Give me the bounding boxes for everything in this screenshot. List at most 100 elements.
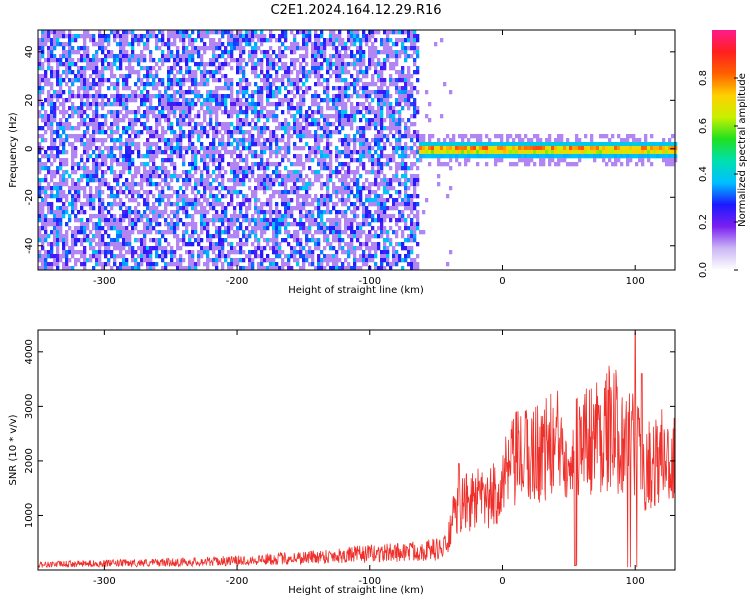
spectrogram-cell xyxy=(326,38,330,43)
spectrogram-cell xyxy=(344,70,348,75)
spectrogram-cell xyxy=(401,146,405,151)
spectrogram-cell xyxy=(347,222,351,227)
spectrogram-cell xyxy=(143,170,147,175)
spectrogram-cell xyxy=(50,266,54,271)
spectrogram-cell xyxy=(329,74,333,79)
spectrogram-cell xyxy=(404,98,408,103)
spectrogram-cell xyxy=(116,218,120,223)
spectrogram-cell xyxy=(203,102,207,107)
spectrogram-cell xyxy=(341,58,345,63)
spectrogram-cell xyxy=(311,258,315,263)
spectrogram-cell xyxy=(107,194,111,199)
spectrogram-cell xyxy=(251,214,255,219)
spectrogram-cell xyxy=(194,206,198,211)
spectrogram-cell xyxy=(410,54,414,59)
spectrogram-cell xyxy=(125,266,129,271)
spectrogram-cell xyxy=(395,170,399,175)
spectrogram-cell xyxy=(71,62,75,67)
spectrogram-cell xyxy=(299,238,303,243)
spectrogram-cell xyxy=(125,146,129,151)
spectrogram-cell xyxy=(131,158,135,163)
spectrogram-cell xyxy=(167,50,171,55)
spectrogram-cell xyxy=(338,110,342,115)
spectrogram-cell xyxy=(152,174,156,179)
spectrogram-cell xyxy=(92,214,96,219)
spectrogram-cell xyxy=(413,134,417,139)
spectrogram-cell xyxy=(116,178,120,183)
spectrogram-cell xyxy=(302,246,306,251)
spectrogram-cell xyxy=(230,262,234,267)
spectrogram-cell xyxy=(284,30,288,35)
spectrogram-cell xyxy=(392,66,396,71)
spectrogram-cell xyxy=(398,54,402,59)
spectrogram-cell xyxy=(38,110,42,115)
spectrogram-cell xyxy=(242,66,246,71)
spectrogram-cell xyxy=(98,222,102,227)
spectrogram-cell xyxy=(329,194,333,199)
spectrogram-cell xyxy=(206,230,210,235)
spectrogram-cell xyxy=(212,90,216,95)
spectrogram-cell xyxy=(296,238,300,243)
spectrogram-cell xyxy=(167,146,171,151)
spectrogram-cell xyxy=(236,178,240,183)
spectrogram-cell xyxy=(50,46,54,51)
spectrogram-cell xyxy=(173,66,177,71)
spectrogram-cell xyxy=(131,38,135,43)
spectrogram-cell xyxy=(104,78,108,83)
spectrogram-cell xyxy=(125,250,129,255)
spectrogram-cell xyxy=(302,266,306,271)
spectrogram-cell xyxy=(260,258,264,263)
spectrogram-cell xyxy=(128,94,132,99)
spectrogram-cell xyxy=(221,186,225,191)
spectrogram-cell xyxy=(215,210,219,215)
spectrogram-cell xyxy=(62,70,66,75)
spectrogram-cell xyxy=(395,126,399,131)
spectrogram-cell xyxy=(416,218,420,223)
spectrogram-cell xyxy=(104,58,108,63)
spectrogram-cell xyxy=(227,110,231,115)
spectrogram-cell xyxy=(134,34,138,39)
spectrogram-cell xyxy=(146,146,150,151)
spectrogram-cell xyxy=(56,78,60,83)
spectrogram-cell xyxy=(317,174,321,179)
spectrogram-cell xyxy=(239,170,243,175)
spectrogram-cell xyxy=(68,142,72,147)
spectrogram-cell xyxy=(353,170,357,175)
spectrogram-cell xyxy=(167,110,171,115)
spectrogram-cell xyxy=(404,126,408,131)
spectrogram-cell xyxy=(131,118,135,123)
spectrogram-cell xyxy=(272,134,276,139)
spectrogram-cell xyxy=(377,246,381,251)
spectrogram-cell xyxy=(290,198,294,203)
spectrogram-cell xyxy=(116,78,120,83)
spectrogram-cell xyxy=(350,154,354,159)
spectrogram-cell xyxy=(260,34,264,39)
spectrogram-cell xyxy=(269,194,273,199)
spectrogram-cell xyxy=(158,118,162,123)
spectrogram-cell xyxy=(152,74,156,79)
spectrogram-cell xyxy=(65,126,69,131)
spectrogram-cell xyxy=(353,174,357,179)
spectrogram-cell xyxy=(215,186,219,191)
spectrogram-cell xyxy=(437,150,441,155)
spectrogram-cell xyxy=(386,178,390,183)
spectrogram-cell xyxy=(110,158,114,163)
spectrogram-cell xyxy=(251,242,255,247)
spectrogram-cell xyxy=(326,166,330,171)
spectrogram-cell xyxy=(119,102,123,107)
spectrogram-cell xyxy=(116,122,120,127)
spectrogram-cell xyxy=(113,194,117,199)
spectrogram-cell xyxy=(254,154,258,159)
spectrogram-cell xyxy=(329,218,333,223)
spectrogram-cell xyxy=(143,74,147,79)
spectrogram-cell xyxy=(395,258,399,263)
spectrogram-cell xyxy=(218,30,222,35)
spectrogram-cell xyxy=(368,38,372,43)
spectrogram-cell xyxy=(362,106,366,111)
spectrogram-cell xyxy=(305,86,309,91)
spectrogram-cell xyxy=(41,254,45,259)
spectrogram-cell xyxy=(362,102,366,107)
spectrogram-cell xyxy=(203,154,207,159)
spectrogram-cell xyxy=(329,106,333,111)
spectrogram-cell xyxy=(413,222,417,227)
